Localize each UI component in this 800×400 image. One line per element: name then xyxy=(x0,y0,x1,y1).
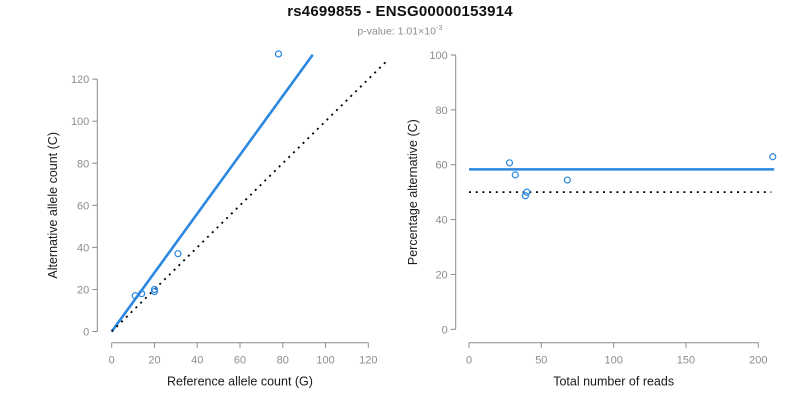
data-point xyxy=(150,287,159,296)
x-tick-label: 0 xyxy=(109,355,115,367)
y-tick-label: 80 xyxy=(435,105,447,117)
percentage-scatter-plot: 0 50 100 150 200 0 20 40 60 80 100 Total number of … xyxy=(406,50,777,389)
data-point xyxy=(511,171,519,179)
y-tick-label: 60 xyxy=(435,160,447,172)
x-tick-label: 100 xyxy=(604,355,622,367)
x-tick-label: 50 xyxy=(535,355,547,367)
x-tick-label: 60 xyxy=(234,355,246,367)
x-axis-title: Reference allele count (G) xyxy=(167,375,313,389)
y-tick-label: 20 xyxy=(435,269,447,281)
y-tick-label: 100 xyxy=(429,50,447,62)
data-point xyxy=(138,290,146,298)
data-point xyxy=(769,153,777,161)
x-tick-label: 120 xyxy=(359,355,377,367)
data-point xyxy=(505,159,514,167)
x-tick-label: 200 xyxy=(749,355,767,367)
figure-title: rs4699855 - ENSG00000153914 xyxy=(287,3,513,20)
data-point xyxy=(523,188,531,196)
y-tick-label: 20 xyxy=(77,284,89,296)
y-tick-label: 40 xyxy=(77,242,89,254)
y-tick-label: 40 xyxy=(435,215,447,227)
x-tick-label: 40 xyxy=(191,355,203,367)
allele-count-scatter-plot: 0 20 40 60 80 100 120 0 20 40 60 80 100 120 Reference … xyxy=(46,50,387,389)
x-axis-title: Total number of reads xyxy=(553,375,674,389)
data-point xyxy=(150,285,159,294)
x-tick-label: 80 xyxy=(277,355,289,367)
y-tick-label: 60 xyxy=(77,200,89,212)
y-axis-title: Percentage alternative (C) xyxy=(406,119,420,265)
y-tick-label: 100 xyxy=(71,116,89,128)
data-point xyxy=(131,292,139,300)
data-point xyxy=(274,50,283,58)
p-value-subtitle: p-value: 1.01×10-3 xyxy=(0,23,800,38)
y-tick-label: 0 xyxy=(83,327,89,339)
data-point xyxy=(521,192,530,200)
fit-line xyxy=(110,53,314,333)
x-tick-label: 20 xyxy=(148,355,160,367)
p-value-text: p-value: 1.01×10 xyxy=(357,25,436,38)
y-tick-label: 120 xyxy=(71,74,89,86)
identity-line xyxy=(111,61,387,333)
x-tick-label: 150 xyxy=(677,355,695,367)
p-value-exponent: -3 xyxy=(435,23,443,32)
y-axis-title: Alternative allele count (C) xyxy=(46,132,60,279)
x-tick-label: 0 xyxy=(466,355,472,367)
data-point xyxy=(563,176,571,184)
y-tick-label: 0 xyxy=(442,324,448,336)
y-tick-label: 80 xyxy=(77,158,89,170)
data-point xyxy=(174,250,182,258)
x-tick-label: 100 xyxy=(316,355,334,367)
